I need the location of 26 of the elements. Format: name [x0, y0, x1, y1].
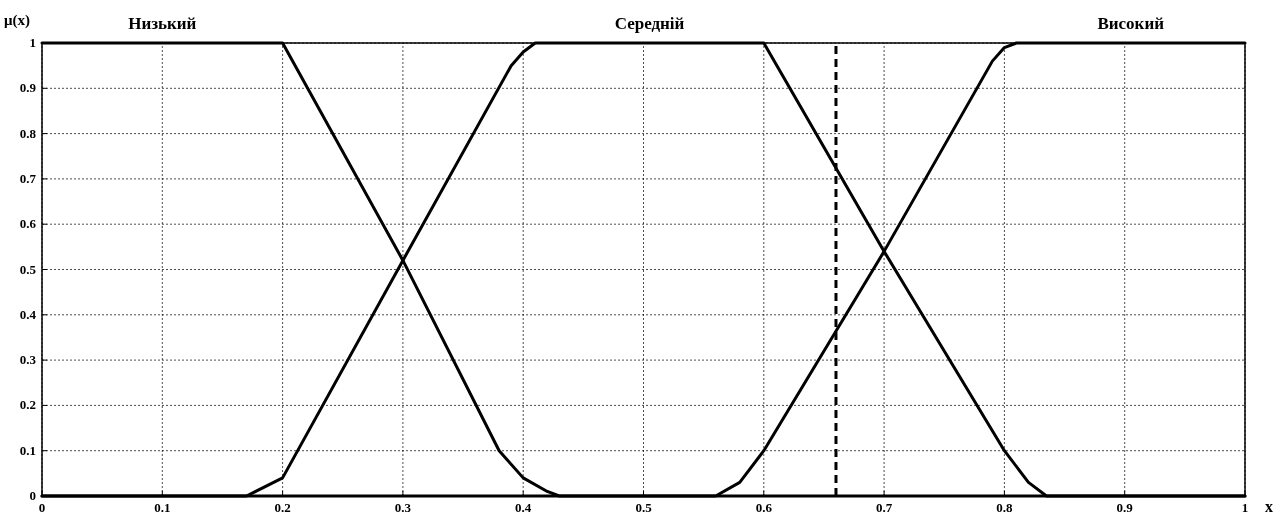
y-tick-label: 0.3 [19, 352, 37, 368]
y-tick-label: 0.8 [19, 125, 37, 141]
series-label: Середній [614, 14, 685, 33]
x-tick-label: 0.6 [755, 500, 773, 515]
y-tick-label: 0.7 [19, 170, 37, 186]
x-tick-label: 0.3 [394, 500, 412, 515]
y-tick-label: 0.4 [19, 306, 37, 322]
y-axis-title: μ(x) [4, 12, 30, 29]
x-tick-label: 0.1 [154, 500, 171, 515]
x-tick-label: 0.7 [875, 500, 893, 515]
series-label: Низький [128, 14, 197, 33]
y-tick-label: 0.9 [19, 80, 37, 96]
series-label: Високий [1097, 14, 1165, 33]
x-tick-label: 0.4 [515, 500, 532, 515]
y-tick-label: 0 [29, 488, 36, 503]
y-tick-label: 0.5 [19, 261, 37, 277]
x-tick-label: 0.2 [274, 500, 291, 515]
y-tick-label: 0.2 [19, 397, 36, 413]
x-axis-title: x [1265, 498, 1273, 515]
y-tick-label: 0.6 [19, 216, 37, 232]
x-tick-label: 0.8 [996, 500, 1014, 515]
y-tick-label: 1 [29, 35, 36, 50]
x-tick-label: 1 [1241, 500, 1249, 515]
x-tick-label: 0.5 [635, 500, 653, 515]
y-tick-label: 0.1 [19, 442, 36, 458]
x-tick-label: 0.9 [1116, 500, 1134, 515]
